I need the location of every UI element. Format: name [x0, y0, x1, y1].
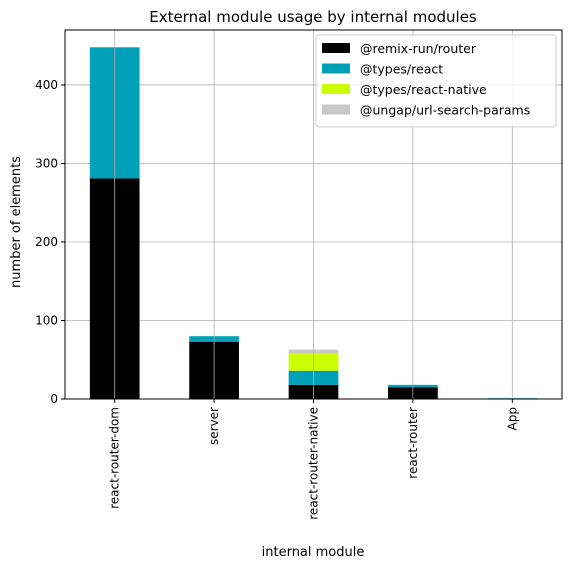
y-tick-label: 200 [35, 235, 58, 249]
legend-label: @ungap/url-search-params [360, 103, 530, 118]
y-tick-label: 300 [35, 156, 58, 170]
y-tick-label: 400 [35, 78, 58, 92]
x-tick-label: server [207, 407, 221, 445]
legend-swatch [322, 43, 350, 53]
x-axis-label: internal module [262, 545, 365, 560]
x-tick-label: react-router-dom [108, 407, 122, 509]
legend: @remix-run/router @types/react @types/reac… [316, 35, 556, 127]
legend-swatch [322, 64, 350, 74]
y-tick-label: 100 [35, 313, 58, 327]
legend-swatch [322, 84, 350, 94]
x-tick-label: App [505, 407, 519, 430]
legend-label: @types/react [360, 62, 443, 77]
chart-title: External module usage by internal module… [149, 8, 477, 26]
legend-swatch [322, 105, 350, 115]
x-tick-label: react-router-native [307, 407, 321, 520]
x-tick-label: react-router [406, 407, 420, 479]
y-axis-label: number of elements [9, 156, 24, 288]
legend-label: @remix-run/router [360, 41, 477, 56]
legend-label: @types/react-native [360, 82, 487, 97]
y-tick-label: 0 [50, 392, 58, 406]
